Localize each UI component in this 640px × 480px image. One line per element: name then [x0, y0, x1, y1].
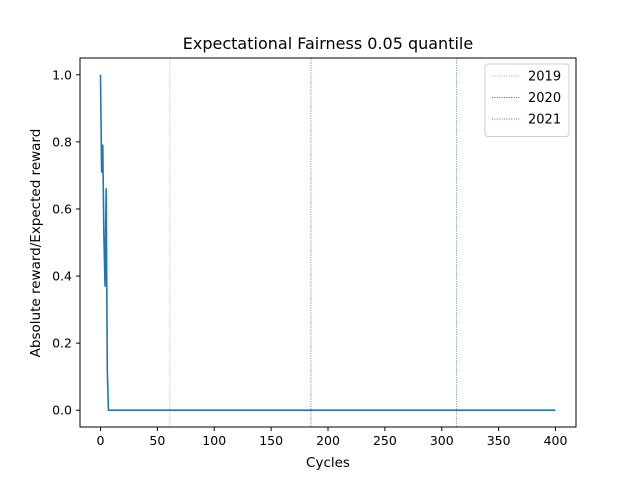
y-tick-label: 0.2 [52, 336, 72, 351]
y-tick-label: 0.4 [52, 269, 72, 284]
x-tick-label: 150 [259, 433, 283, 448]
x-tick-label: 250 [373, 433, 397, 448]
x-tick-label: 50 [149, 433, 165, 448]
y-axis-ticks: 0.0 0.2 0.4 0.6 0.8 1.0 [52, 67, 80, 418]
legend-label: 2019 [528, 70, 561, 85]
chart-title: Expectational Fairness 0.05 quantile [183, 34, 473, 53]
x-tick-label: 400 [544, 433, 568, 448]
x-tick-label: 100 [202, 433, 226, 448]
legend: 2019 2020 2021 [484, 63, 570, 137]
x-tick-label: 0 [97, 433, 105, 448]
y-tick-label: 0.0 [52, 403, 72, 418]
year-markers [169, 58, 457, 427]
series-layer [99, 74, 556, 412]
legend-box [484, 63, 570, 137]
y-tick-label: 0.6 [52, 201, 72, 216]
legend-label: 2020 [528, 91, 561, 106]
y-tick-label: 0.8 [52, 134, 72, 149]
x-axis-label: Cycles [306, 455, 350, 471]
series-line-0 [99, 74, 556, 412]
x-tick-label: 200 [316, 433, 340, 448]
x-axis-ticks: 0 50 100 150 200 250 300 350 400 [97, 427, 568, 448]
legend-label: 2021 [528, 113, 561, 128]
y-axis-label: Absolute reward/Expected reward [28, 129, 44, 358]
x-tick-label: 350 [487, 433, 511, 448]
y-tick-label: 1.0 [52, 67, 72, 82]
x-tick-label: 300 [430, 433, 454, 448]
